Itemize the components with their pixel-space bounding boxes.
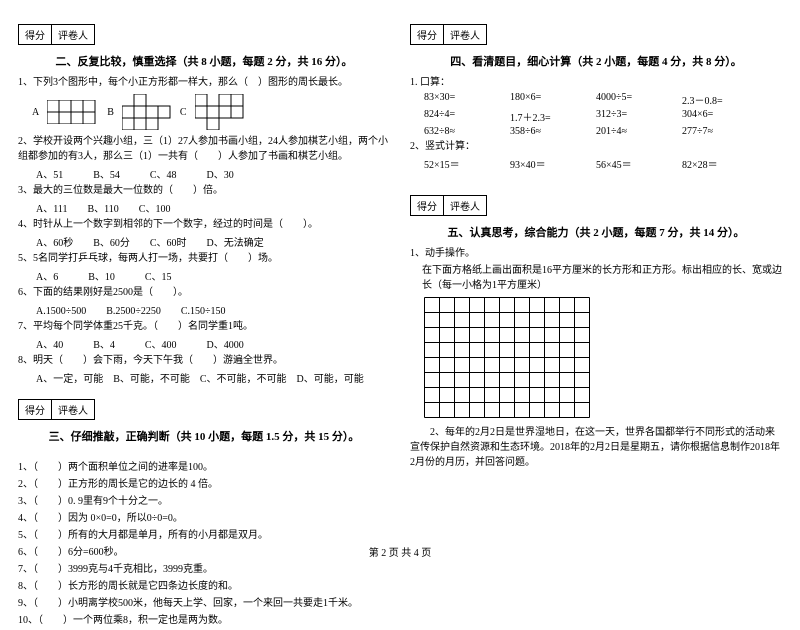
cell: 52×15＝ xyxy=(424,156,494,171)
s2-q6: 6、下面的结果刚好是2500是（ ）。 xyxy=(18,285,390,300)
cell: 56×45＝ xyxy=(596,156,666,171)
section3-title: 三、仔细推敲，正确判断（共 10 小题，每题 1.5 分，共 15 分）。 xyxy=(18,428,390,444)
grader-label: 评卷人 xyxy=(52,400,94,419)
cell: 83×30= xyxy=(424,92,494,107)
s2-q1: 1、下列3个图形中，每个小正方形都一样大，那么（ ）图形的周长最长。 xyxy=(18,75,390,90)
s3-i1: 1、（ ）两个面积单位之间的进率是100。 xyxy=(18,460,390,475)
s2-q4-opts: A、60秒 B、60分 C、60时 D、无法确定 xyxy=(18,234,390,249)
shape-c-label: C xyxy=(180,107,187,118)
grader-label: 评卷人 xyxy=(444,25,486,44)
s3-i7: 7、（ ）3999克与4千克相比，3999克重。 xyxy=(18,562,390,577)
scorebox-s2: 得分 评卷人 xyxy=(18,24,95,45)
s3-i3: 3、（ ）0. 9里有9个十分之一。 xyxy=(18,494,390,509)
scorebox-s5: 得分 评卷人 xyxy=(410,195,487,216)
right-column: 得分 评卷人 四、看清题目，细心计算（共 2 小题，每题 4 分，共 8 分）。… xyxy=(410,20,782,630)
score-label: 得分 xyxy=(19,400,52,419)
scorebox-s3: 得分 评卷人 xyxy=(18,399,95,420)
s5-q1: 1、动手操作。 xyxy=(410,246,782,261)
s2-q8-opts: A、一定，可能 B、可能，不可能 C、不可能，不可能 D、可能，可能 xyxy=(18,370,390,385)
shape-a xyxy=(47,100,99,124)
shape-c xyxy=(195,94,245,130)
score-label: 得分 xyxy=(19,25,52,44)
left-column: 得分 评卷人 二、反复比较，慎重选择（共 8 小题，每题 2 分，共 16 分）… xyxy=(18,20,390,630)
cell: 2.3－0.8= xyxy=(682,92,752,107)
s2-q3-opts: A、111 B、110 C、100 xyxy=(18,200,390,215)
shapes-row: A B C xyxy=(32,94,390,130)
s2-q7: 7、平均每个同学体重25千克。（ ）名同学重1吨。 xyxy=(18,319,390,334)
s2-q5: 5、5名同学打乒乓球，每两人打一场，共要打（ ）场。 xyxy=(18,251,390,266)
cell: 277÷7≈ xyxy=(682,126,752,137)
cell: 824÷4= xyxy=(424,109,494,124)
cell: 201÷4≈ xyxy=(596,126,666,137)
s4-sub1: 1. 口算： xyxy=(410,75,782,90)
section4-title: 四、看清题目，细心计算（共 2 小题，每题 4 分，共 8 分）。 xyxy=(410,53,782,69)
s3-i5: 5、（ ）所有的大月都是单月，所有的小月都是双月。 xyxy=(18,528,390,543)
s2-q6-opts: A.1500÷500 B.2500÷2250 C.150÷150 xyxy=(18,302,390,317)
s2-q2: 2、学校开设两个兴趣小组，三（1）27人参加书画小组，24人参加棋艺小组，两个小… xyxy=(18,134,390,164)
cell: 180×6= xyxy=(510,92,580,107)
grader-label: 评卷人 xyxy=(52,25,94,44)
s4-sub2: 2、竖式计算： xyxy=(410,139,782,154)
grader-label: 评卷人 xyxy=(444,196,486,215)
cell: 4000÷5= xyxy=(596,92,666,107)
s3-i2: 2、（ ）正方形的周长是它的边长的 4 倍。 xyxy=(18,477,390,492)
answer-grid xyxy=(424,297,782,421)
s2-q4: 4、时针从上一个数字到相邻的下一个数字，经过的时间是（ ）。 xyxy=(18,217,390,232)
s4-r1: 83×30= 180×6= 4000÷5= 2.3－0.8= xyxy=(410,92,782,107)
cell: 82×28＝ xyxy=(682,156,752,171)
page-footer: 第 2 页 共 4 页 xyxy=(0,544,800,559)
cell: 632÷8≈ xyxy=(424,126,494,137)
cell: 1.7＋2.3= xyxy=(510,109,580,124)
shape-a-label: A xyxy=(32,107,39,118)
s2-q8: 8、明天（ ）会下雨，今天下午我（ ）游遍全世界。 xyxy=(18,353,390,368)
s5-q2: 2、每年的2月2日是世界湿地日，在这一天，世界各国都举行不同形式的活动来宣传保护… xyxy=(410,425,782,470)
s4-r3: 632÷8≈ 358÷6≈ 201÷4≈ 277÷7≈ xyxy=(410,126,782,137)
grid-svg xyxy=(424,297,590,418)
s4-r2: 824÷4= 1.7＋2.3= 312÷3= 304×6= xyxy=(410,109,782,124)
s2-q7-opts: A、40 B、4 C、400 D、4000 xyxy=(18,336,390,351)
cell: 312÷3= xyxy=(596,109,666,124)
score-label: 得分 xyxy=(411,25,444,44)
cell: 93×40＝ xyxy=(510,156,580,171)
shape-b xyxy=(122,94,172,130)
s2-q2-opts: A、51 B、54 C、48 D、30 xyxy=(18,166,390,181)
s2-q5-opts: A、6 B、10 C、15 xyxy=(18,268,390,283)
s5-q1-desc: 在下面方格纸上画出面积是16平方厘米的长方形和正方形。标出相应的长、宽或边长（每… xyxy=(410,263,782,293)
s3-i9: 9、（ ）小明离学校500米，他每天上学、回家，一个来回一共要走1千米。 xyxy=(18,596,390,611)
cell: 304×6= xyxy=(682,109,752,124)
shape-b-label: B xyxy=(107,107,114,118)
score-label: 得分 xyxy=(411,196,444,215)
page-columns: 得分 评卷人 二、反复比较，慎重选择（共 8 小题，每题 2 分，共 16 分）… xyxy=(18,20,782,630)
cell: 358÷6≈ xyxy=(510,126,580,137)
scorebox-s4: 得分 评卷人 xyxy=(410,24,487,45)
s2-q3: 3、最大的三位数是最大一位数的（ ）倍。 xyxy=(18,183,390,198)
s4-r4: 52×15＝ 93×40＝ 56×45＝ 82×28＝ xyxy=(410,156,782,171)
s3-i8: 8、（ ）长方形的周长就是它四条边长度的和。 xyxy=(18,579,390,594)
section2-title: 二、反复比较，慎重选择（共 8 小题，每题 2 分，共 16 分）。 xyxy=(18,53,390,69)
s3-i10: 10、（ ）一个两位乘8，积一定也是两为数。 xyxy=(18,613,390,628)
s3-i4: 4、（ ）因为 0×0=0，所以0÷0=0。 xyxy=(18,511,390,526)
section5-title: 五、认真思考，综合能力（共 2 小题，每题 7 分，共 14 分）。 xyxy=(410,224,782,240)
